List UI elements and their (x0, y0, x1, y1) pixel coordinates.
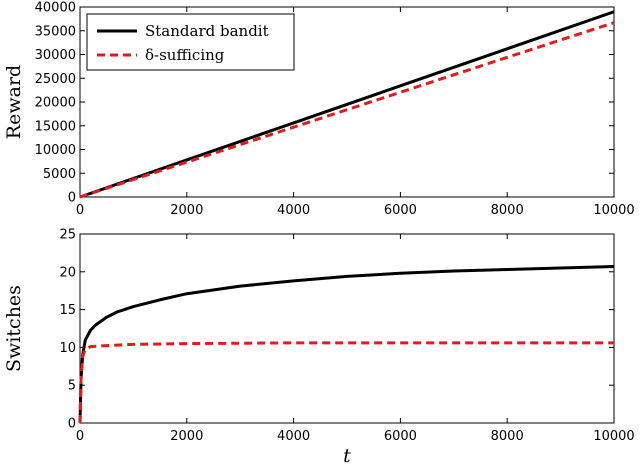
switches-y-tick-label: 20 (59, 265, 76, 280)
switches-x-tick-label: 6000 (384, 429, 417, 444)
legend-label-standard-bandit: Standard bandit (145, 22, 269, 40)
switches-x-tick-label: 10000 (593, 429, 634, 444)
switches-plot-frame (79, 233, 615, 424)
reward-y-tick-label: 5000 (43, 167, 76, 182)
reward-y-tick-label: 40000 (35, 1, 76, 16)
switches-y-tick-label: 10 (59, 341, 76, 356)
switches-series-standard-bandit (78, 265, 615, 424)
reward-x-tick-label: 0 (76, 203, 84, 218)
switches-y-axis-label: Switches (3, 285, 25, 372)
switches-x-tick-label: 8000 (491, 429, 524, 444)
switches-y-tick-label: 0 (68, 417, 76, 432)
legend-label-delta-sufficing: δ-sufficing (145, 46, 225, 64)
switches-panel: 0 2000 4000 6000 8000 10000 0 5 10 15 20 25 Switches… (3, 228, 635, 466)
switches-x-tick-label: 4000 (277, 429, 310, 444)
reward-panel: 0 2000 4000 6000 8000 10000 0 5000 10000 15000 200… (3, 1, 635, 219)
reward-y-tick-label: 10000 (35, 143, 76, 158)
reward-y-tick-label: 30000 (35, 48, 76, 63)
reward-y-tick-label: 20000 (35, 96, 76, 111)
reward-x-tick-label: 10000 (593, 203, 634, 218)
reward-series-delta-sufficing (79, 21, 615, 199)
reward-y-tick-label: 35000 (35, 24, 76, 39)
reward-x-tick-label: 4000 (277, 203, 310, 218)
reward-y-axis-label: Reward (3, 65, 25, 139)
legend-box (86, 13, 295, 71)
reward-x-tick-label: 6000 (384, 203, 417, 218)
switches-y-tick-label: 25 (59, 228, 76, 243)
reward-series-standard-bandit (79, 10, 615, 199)
switches-series-delta-sufficing (78, 341, 614, 424)
switches-x-tick-label: 0 (76, 429, 84, 444)
switches-y-tick-label: 5 (68, 379, 76, 394)
switches-x-axis-label: t (343, 445, 351, 466)
switches-y-tick-label: 15 (59, 303, 76, 318)
reward-y-tick-label: 15000 (35, 119, 76, 134)
reward-x-tick-label: 2000 (170, 203, 203, 218)
reward-y-tick-label: 25000 (35, 72, 76, 87)
reward-y-tick-label: 0 (68, 191, 76, 206)
legend: Standard bandit δ-sufficing (86, 13, 295, 71)
reward-x-tick-label: 8000 (491, 203, 524, 218)
switches-x-tick-label: 2000 (170, 429, 203, 444)
